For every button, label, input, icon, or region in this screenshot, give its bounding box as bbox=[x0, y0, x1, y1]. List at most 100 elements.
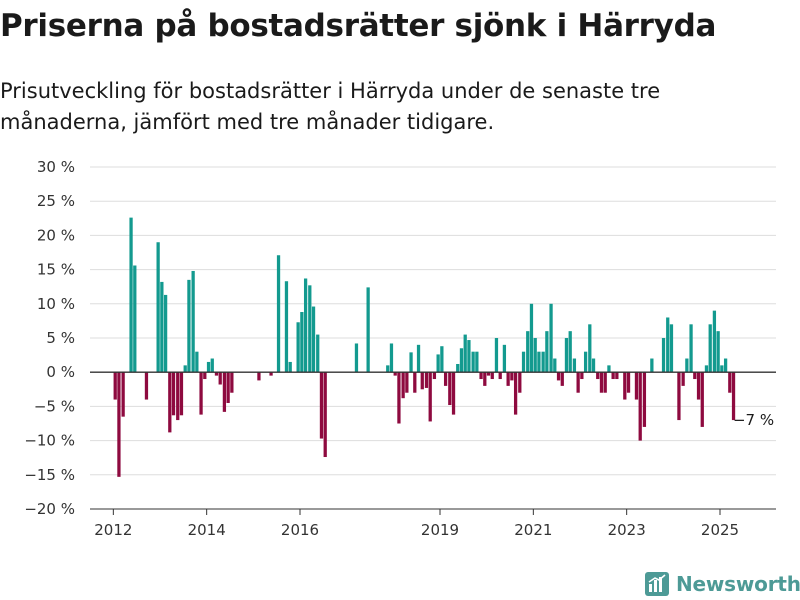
bar bbox=[494, 338, 499, 373]
bar bbox=[409, 352, 413, 373]
bars bbox=[113, 217, 736, 477]
x-tick-label: 2016 bbox=[281, 521, 319, 539]
bar bbox=[443, 372, 448, 386]
bar bbox=[580, 372, 584, 380]
bar bbox=[603, 372, 607, 393]
bar bbox=[716, 331, 720, 373]
bar bbox=[486, 372, 491, 376]
bar bbox=[203, 372, 207, 380]
chart-title: Priserna på bostadsrätter sjönk i Härryd… bbox=[0, 8, 717, 44]
bar bbox=[615, 372, 619, 380]
y-tick-label: 0 % bbox=[46, 363, 75, 381]
bar bbox=[634, 372, 639, 400]
bar bbox=[448, 372, 452, 406]
bar bbox=[117, 372, 121, 477]
bar bbox=[214, 372, 219, 376]
bar bbox=[596, 372, 600, 380]
bar bbox=[700, 372, 704, 427]
bar bbox=[303, 278, 308, 373]
x-axis: 2012 2014 2016 2019 2021 2023 2025 bbox=[90, 508, 776, 539]
bar bbox=[456, 363, 460, 373]
bar bbox=[420, 372, 424, 390]
bar bbox=[529, 303, 534, 373]
bar bbox=[386, 365, 390, 373]
bar bbox=[479, 372, 483, 380]
bar bbox=[642, 372, 647, 427]
bar bbox=[549, 303, 553, 373]
y-tick-label: 15 % bbox=[37, 261, 75, 279]
bar bbox=[533, 338, 537, 373]
bar bbox=[521, 351, 526, 373]
bar bbox=[510, 372, 514, 381]
bar bbox=[685, 358, 689, 373]
bar bbox=[490, 372, 494, 380]
newsworthy-logo: Newsworthy bbox=[644, 569, 800, 599]
bar bbox=[308, 285, 312, 373]
bar bbox=[541, 351, 545, 373]
bar bbox=[218, 372, 222, 385]
bar bbox=[564, 338, 569, 373]
bar bbox=[623, 372, 627, 400]
bar bbox=[319, 372, 324, 439]
bar bbox=[689, 324, 693, 373]
bar bbox=[556, 372, 561, 381]
y-tick-label: −10 % bbox=[24, 432, 75, 450]
bar bbox=[397, 372, 401, 424]
annotations: −7 % bbox=[733, 411, 774, 429]
bar bbox=[316, 334, 320, 373]
annotation-label: −7 % bbox=[733, 411, 774, 429]
bar bbox=[171, 372, 176, 416]
bar bbox=[459, 348, 464, 373]
bar bbox=[696, 372, 701, 400]
bar bbox=[553, 358, 557, 373]
x-tick-label: 2019 bbox=[421, 521, 459, 539]
bar bbox=[156, 242, 160, 373]
x-tick-label: 2021 bbox=[514, 521, 552, 539]
bar bbox=[416, 344, 421, 373]
bar bbox=[284, 281, 289, 373]
bar bbox=[160, 281, 164, 373]
bar bbox=[712, 310, 717, 373]
y-tick-label: 25 % bbox=[37, 192, 75, 210]
bar bbox=[195, 351, 199, 373]
bar bbox=[366, 287, 370, 373]
bar bbox=[708, 324, 712, 373]
bar bbox=[498, 372, 502, 380]
bar bbox=[206, 361, 211, 373]
y-tick-label: 10 % bbox=[37, 295, 75, 313]
bar bbox=[661, 338, 666, 373]
bar bbox=[179, 372, 184, 416]
bar bbox=[576, 372, 580, 393]
brand-name: Newsworthy bbox=[676, 572, 800, 596]
bar bbox=[483, 372, 487, 386]
bar bbox=[129, 217, 133, 373]
bar bbox=[405, 372, 409, 393]
bar bbox=[467, 340, 471, 373]
bar bbox=[669, 324, 674, 373]
bar bbox=[432, 372, 437, 380]
bar bbox=[731, 372, 736, 421]
gridlines bbox=[90, 166, 776, 510]
y-axis-ticks: −20 % −15 % −10 % −5 % 0 % 5 % 10 % 15 % 20 % 25 … bbox=[24, 158, 75, 518]
bar bbox=[704, 365, 709, 373]
bar bbox=[424, 372, 429, 388]
bar-chart-logo-icon bbox=[645, 572, 669, 596]
bar bbox=[666, 317, 670, 373]
bar bbox=[121, 372, 125, 417]
bar bbox=[436, 354, 440, 373]
bar bbox=[720, 365, 724, 373]
bar bbox=[626, 372, 631, 393]
bar bbox=[572, 358, 577, 373]
bar bbox=[183, 365, 187, 373]
bar bbox=[257, 372, 261, 381]
y-tick-label: −20 % bbox=[24, 500, 75, 518]
bar bbox=[300, 312, 304, 373]
bar bbox=[222, 372, 227, 412]
y-tick-label: −5 % bbox=[34, 397, 75, 415]
y-tick-label: 20 % bbox=[37, 226, 75, 244]
x-tick-label: 2023 bbox=[608, 521, 646, 539]
bar bbox=[607, 365, 611, 373]
bar bbox=[191, 270, 195, 373]
bar bbox=[163, 294, 168, 373]
bar bbox=[723, 358, 728, 373]
